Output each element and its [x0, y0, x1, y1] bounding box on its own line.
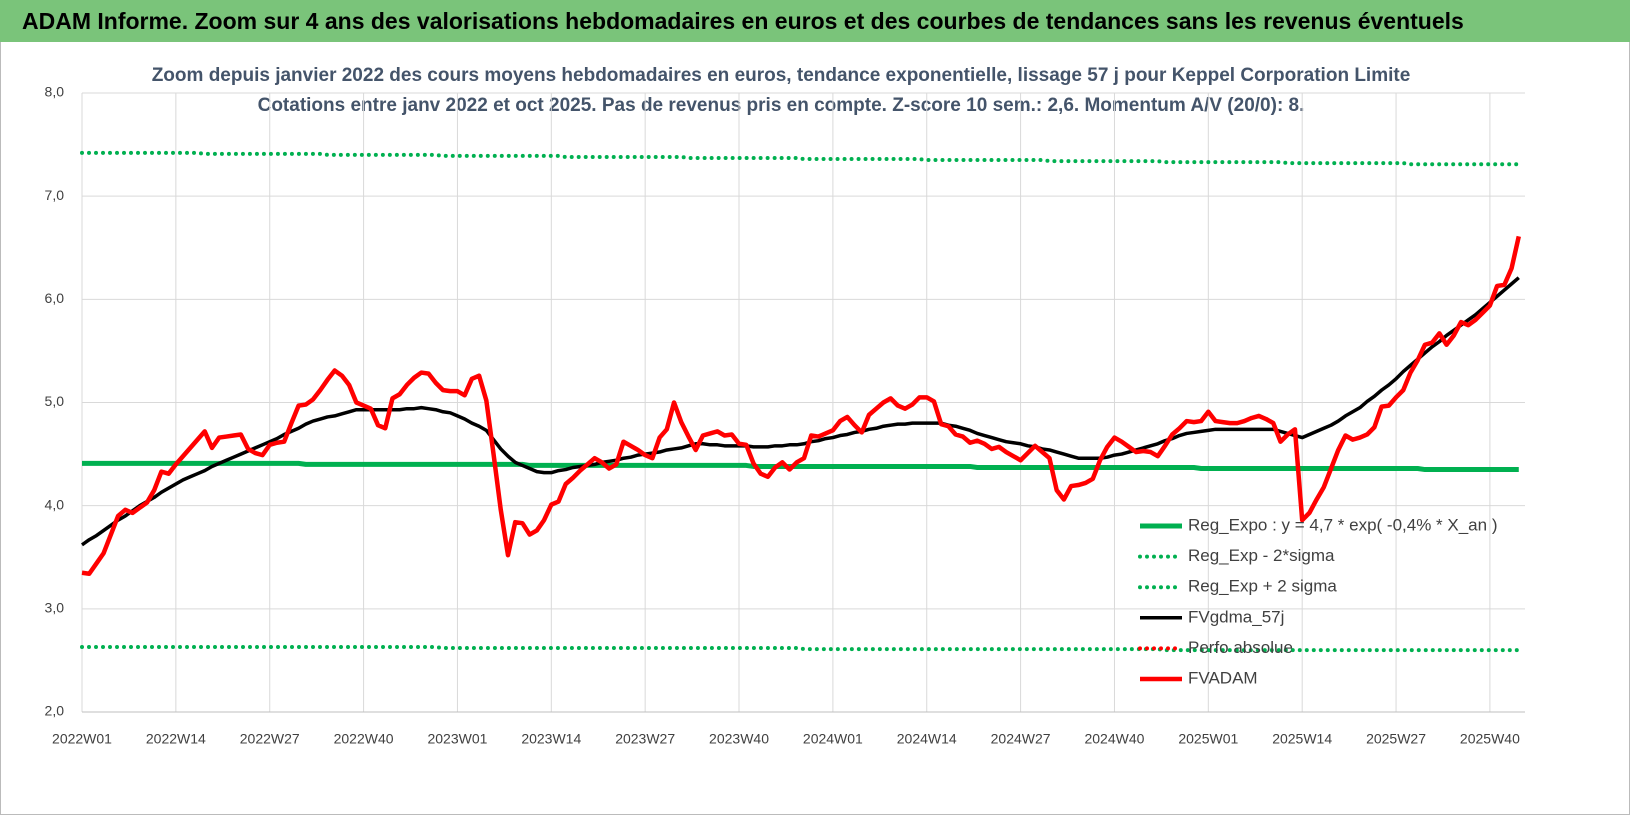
- x-tick-label: 2023W01: [427, 731, 487, 747]
- y-tick-label: 3,0: [45, 600, 65, 616]
- x-tick-label: 2025W14: [1272, 731, 1332, 747]
- x-tick-label: 2022W27: [240, 731, 300, 747]
- y-tick-label: 4,0: [45, 496, 65, 512]
- header-title: ADAM Informe. Zoom sur 4 ans des valoris…: [22, 8, 1464, 34]
- y-tick-label: 2,0: [45, 703, 65, 719]
- x-tick-label: 2024W27: [991, 731, 1051, 747]
- x-tick-label: 2025W40: [1460, 731, 1520, 747]
- series-line: [80, 645, 1521, 653]
- x-tick-label: 2022W40: [334, 731, 394, 747]
- x-tick-label: 2025W27: [1366, 731, 1426, 747]
- series-line: [82, 460, 1519, 473]
- series-line: [80, 150, 1521, 167]
- x-tick-label: 2023W27: [615, 731, 675, 747]
- legend-label: FVADAM: [1188, 668, 1258, 687]
- x-tick-label: 2023W14: [521, 731, 581, 747]
- legend-label: Reg_Exp - 2*sigma: [1188, 546, 1335, 565]
- legend-label: Reg_Exp + 2 sigma: [1188, 577, 1337, 596]
- x-tick-label: 2025W01: [1178, 731, 1238, 747]
- y-tick-label: 8,0: [45, 84, 65, 100]
- x-tick-label: 2024W01: [803, 731, 863, 747]
- series-line: [81, 235, 1521, 577]
- x-tick-label: 2022W01: [52, 731, 112, 747]
- x-tick-label: 2022W14: [146, 731, 206, 747]
- x-tick-label: 2024W14: [897, 731, 957, 747]
- legend-label: Perfo absolue: [1188, 638, 1293, 657]
- x-tick-label: 2023W40: [709, 731, 769, 747]
- y-tick-label: 6,0: [45, 290, 65, 306]
- chart-subtitle: Cotations entre janv 2022 et oct 2025. P…: [258, 95, 1305, 116]
- x-tick-label: 2024W40: [1084, 731, 1144, 747]
- header-bar: ADAM Informe. Zoom sur 4 ans des valoris…: [0, 0, 1630, 42]
- y-tick-label: 5,0: [45, 393, 65, 409]
- y-tick-label: 7,0: [45, 187, 65, 203]
- series-line: [80, 276, 1520, 547]
- chart-title: Zoom depuis janvier 2022 des cours moyen…: [152, 65, 1411, 86]
- legend-label: Reg_Expo : y = 4,7 * exp( -0,4% * X_an ): [1188, 515, 1497, 534]
- legend-label: FVgdma_57j: [1188, 607, 1284, 626]
